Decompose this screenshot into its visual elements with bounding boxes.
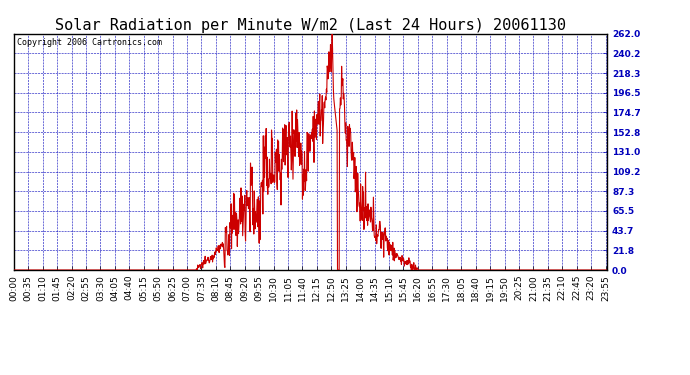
Title: Solar Radiation per Minute W/m2 (Last 24 Hours) 20061130: Solar Radiation per Minute W/m2 (Last 24… xyxy=(55,18,566,33)
Text: Copyright 2006 Cartronics.com: Copyright 2006 Cartronics.com xyxy=(17,39,161,48)
